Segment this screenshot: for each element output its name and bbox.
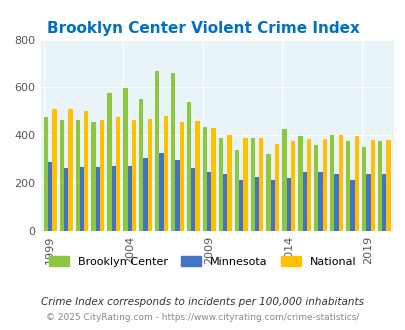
- Bar: [322, 139, 326, 231]
- Bar: [127, 166, 132, 231]
- Bar: [313, 145, 318, 231]
- Bar: [250, 138, 254, 231]
- Bar: [218, 138, 222, 231]
- Bar: [338, 135, 342, 231]
- Bar: [227, 135, 231, 231]
- Bar: [96, 167, 100, 231]
- Bar: [80, 167, 84, 231]
- Bar: [274, 144, 279, 231]
- Bar: [84, 112, 88, 231]
- Bar: [345, 141, 350, 231]
- Bar: [202, 127, 207, 231]
- Bar: [290, 141, 294, 231]
- Bar: [286, 178, 290, 231]
- Bar: [365, 174, 370, 231]
- Text: © 2025 CityRating.com - https://www.cityrating.com/crime-statistics/: © 2025 CityRating.com - https://www.city…: [46, 313, 359, 322]
- Bar: [179, 122, 183, 231]
- Bar: [329, 135, 334, 231]
- Bar: [234, 150, 238, 231]
- Bar: [123, 88, 127, 231]
- Bar: [298, 137, 302, 231]
- Bar: [318, 172, 322, 231]
- Bar: [68, 110, 72, 231]
- Text: Brooklyn Center Violent Crime Index: Brooklyn Center Violent Crime Index: [47, 21, 358, 36]
- Bar: [91, 122, 96, 231]
- Bar: [175, 160, 179, 231]
- Bar: [377, 141, 381, 231]
- Bar: [254, 177, 258, 231]
- Bar: [107, 93, 111, 231]
- Bar: [195, 121, 199, 231]
- Bar: [350, 180, 354, 231]
- Bar: [191, 168, 195, 231]
- Bar: [361, 147, 365, 231]
- Bar: [354, 137, 358, 231]
- Bar: [302, 172, 306, 231]
- Bar: [48, 162, 52, 231]
- Bar: [334, 174, 338, 231]
- Bar: [243, 138, 247, 231]
- Bar: [143, 158, 147, 231]
- Bar: [100, 120, 104, 231]
- Bar: [281, 129, 286, 231]
- Bar: [270, 180, 274, 231]
- Bar: [386, 140, 390, 231]
- Bar: [163, 116, 168, 231]
- Bar: [370, 140, 374, 231]
- Bar: [159, 153, 163, 231]
- Bar: [139, 99, 143, 231]
- Text: Crime Index corresponds to incidents per 100,000 inhabitants: Crime Index corresponds to incidents per…: [41, 297, 364, 307]
- Bar: [64, 168, 68, 231]
- Bar: [381, 174, 386, 231]
- Bar: [222, 174, 227, 231]
- Legend: Brooklyn Center, Minnesota, National: Brooklyn Center, Minnesota, National: [45, 252, 360, 272]
- Bar: [52, 109, 56, 231]
- Bar: [132, 120, 136, 231]
- Bar: [75, 120, 80, 231]
- Bar: [44, 116, 48, 231]
- Bar: [238, 180, 243, 231]
- Bar: [155, 71, 159, 231]
- Bar: [306, 139, 310, 231]
- Bar: [147, 119, 152, 231]
- Bar: [266, 154, 270, 231]
- Bar: [207, 172, 211, 231]
- Bar: [171, 73, 175, 231]
- Bar: [116, 117, 120, 231]
- Bar: [186, 102, 191, 231]
- Bar: [111, 166, 116, 231]
- Bar: [211, 128, 215, 231]
- Bar: [258, 138, 263, 231]
- Bar: [60, 120, 64, 231]
